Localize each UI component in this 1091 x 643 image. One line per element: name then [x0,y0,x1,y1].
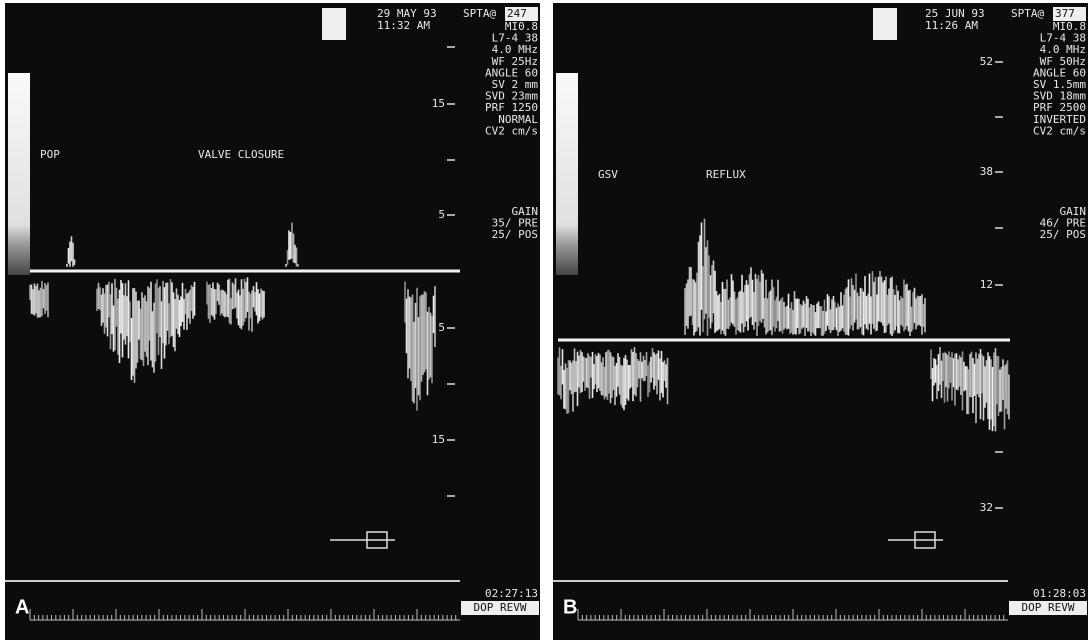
gain: 25/ POS [1040,228,1086,241]
panel-label: B [563,596,577,618]
scale-label: 15 [432,433,445,446]
spta: SPTA@ [463,7,496,20]
vessel-label: POP [40,148,60,161]
scale-label: 52 [980,55,993,68]
logo [873,8,897,40]
spta-value: 247 [507,7,527,20]
logo [322,8,346,40]
gain: 25/ POS [492,228,538,241]
timer: 01:28:03 [1033,587,1086,600]
param: CV2 cm/s [1033,124,1086,137]
grayscale-bar [556,73,578,275]
param: CV2 cm/s [485,124,538,137]
scale-label: 12 [980,278,993,291]
mode: DOP REVW [1022,601,1075,614]
scale-label: 38 [980,165,993,178]
scale-label: 15 [432,97,445,110]
time: 11:32 AM [377,19,430,32]
annotation: VALVE CLOSURE [198,148,284,161]
mode: DOP REVW [474,601,527,614]
spta: SPTA@ [1011,7,1044,20]
doppler-figure: 29 MAY 9311:32 AMSPTA@247MI0.8L7-4 384.0… [0,0,1091,643]
scale-label: 32 [980,501,993,514]
spta-value: 377 [1055,7,1075,20]
time: 11:26 AM [925,19,978,32]
annotation: REFLUX [706,168,746,181]
panel-label: A [15,596,29,618]
timer: 02:27:13 [485,587,538,600]
grayscale-bar [8,73,30,275]
scale-label: 5 [438,208,445,221]
scale-label: 5 [438,321,445,334]
screen [5,3,540,640]
vessel-label: GSV [598,168,618,181]
